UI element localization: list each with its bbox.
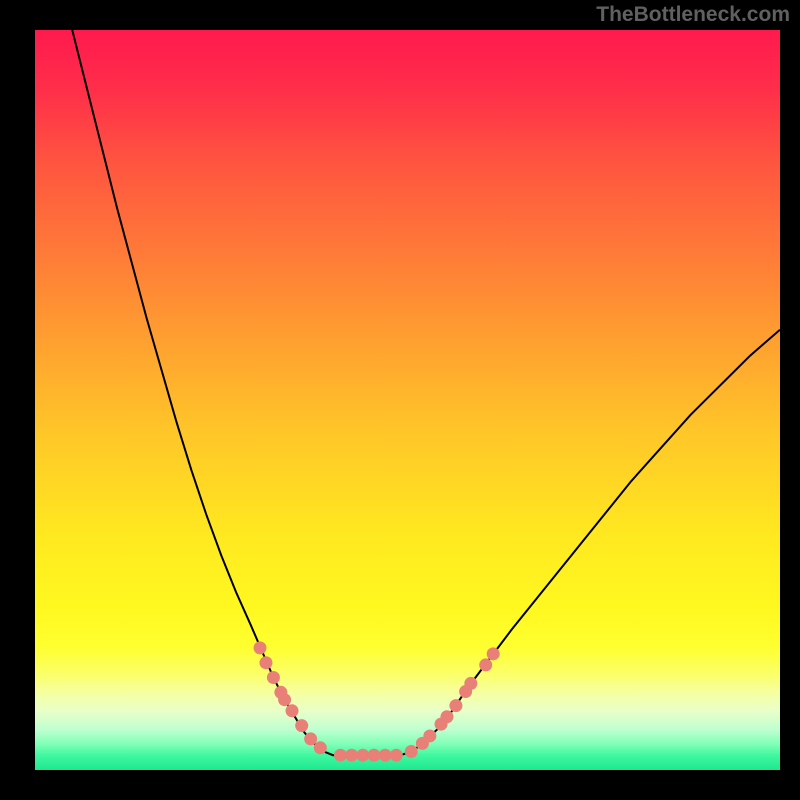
data-marker [487,647,500,660]
data-marker [379,749,392,762]
data-marker [479,658,492,671]
data-marker [345,749,358,762]
data-marker [295,719,308,732]
watermark-text: TheBottleneck.com [596,3,790,27]
data-marker [314,741,327,754]
data-marker [278,693,291,706]
data-marker [367,749,380,762]
chart-svg [35,30,780,770]
data-marker [259,656,272,669]
chart-plot-area [35,30,780,770]
data-marker [334,749,347,762]
data-marker [390,749,403,762]
data-marker [304,732,317,745]
chart-gradient-background [35,30,780,770]
data-marker [449,699,462,712]
data-marker [253,641,266,654]
data-marker [405,745,418,758]
data-marker [464,677,477,690]
data-marker [286,704,299,717]
data-marker [267,671,280,684]
data-marker [423,729,436,742]
data-marker [356,749,369,762]
data-marker [440,710,453,723]
